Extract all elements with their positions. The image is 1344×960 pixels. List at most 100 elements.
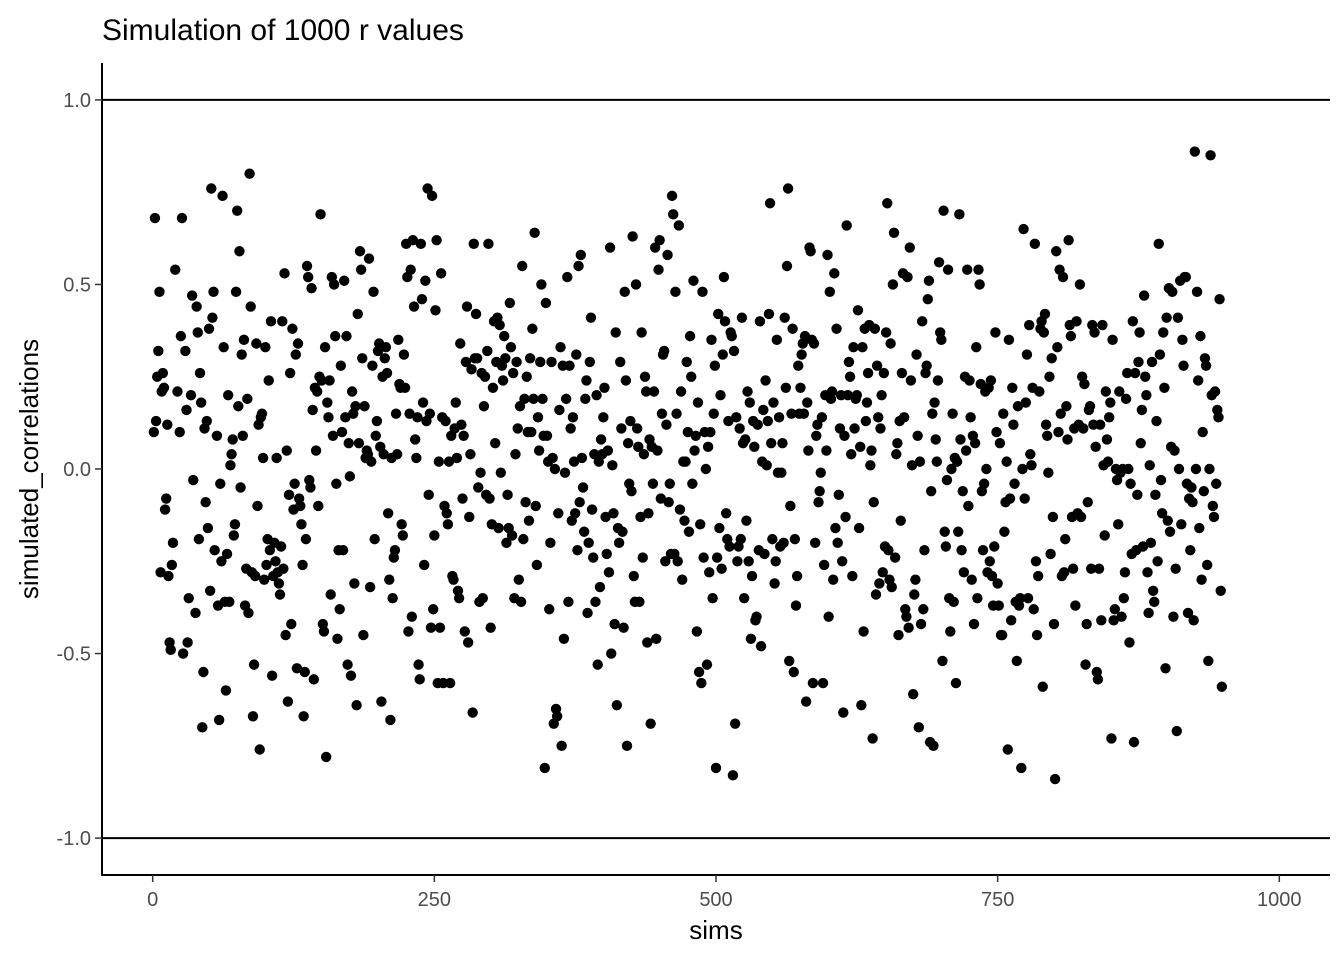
data-point: [334, 604, 345, 615]
data-point: [830, 522, 841, 534]
data-point: [313, 500, 324, 512]
data-point: [1017, 463, 1028, 475]
data-point: [1001, 456, 1012, 467]
data-point: [244, 168, 255, 179]
data-point: [827, 574, 839, 585]
data-point: [1004, 493, 1016, 504]
data-point: [743, 556, 754, 567]
data-point: [1200, 360, 1212, 371]
data-point: [873, 412, 884, 423]
data-point: [1082, 497, 1093, 508]
data-point: [524, 353, 536, 364]
data-point: [412, 412, 423, 423]
data-point: [150, 415, 162, 427]
data-point: [631, 423, 643, 434]
data-point: [403, 626, 414, 637]
data-point: [371, 415, 383, 427]
data-point: [519, 393, 530, 405]
data-point: [1125, 478, 1136, 489]
data-point: [1038, 327, 1050, 338]
data-point: [287, 323, 298, 334]
data-point: [1158, 327, 1169, 338]
data-point: [1168, 611, 1179, 622]
data-point: [932, 375, 944, 386]
data-point: [500, 353, 511, 364]
data-point: [1097, 319, 1108, 331]
data-point: [609, 618, 620, 630]
data-point: [1047, 511, 1059, 523]
data-point: [191, 301, 202, 312]
x-tick-label: 500: [699, 889, 732, 911]
data-point: [880, 327, 892, 338]
data-point: [681, 356, 692, 368]
data-point: [213, 714, 225, 726]
data-point: [297, 559, 308, 571]
data-point: [318, 626, 330, 637]
data-point: [785, 500, 796, 512]
data-point: [1195, 330, 1206, 342]
data-point: [1213, 412, 1224, 423]
data-point: [815, 467, 826, 478]
data-point: [752, 419, 763, 430]
data-point: [627, 231, 638, 242]
data-point: [796, 349, 807, 360]
data-point: [689, 445, 700, 456]
data-point: [568, 456, 580, 467]
data-point: [1204, 463, 1215, 475]
data-point: [408, 301, 420, 312]
data-point: [567, 412, 579, 423]
data-point: [336, 426, 348, 438]
data-point: [183, 592, 194, 604]
data-point: [165, 644, 176, 656]
data-point: [927, 408, 938, 419]
data-point: [705, 426, 716, 438]
data-point: [905, 375, 917, 386]
data-point: [925, 485, 937, 497]
data-point: [1178, 360, 1189, 371]
data-point: [1176, 519, 1187, 530]
data-point: [341, 330, 352, 342]
data-point: [862, 367, 874, 379]
data-point: [363, 253, 375, 264]
data-point: [866, 445, 877, 456]
data-point: [672, 556, 683, 567]
data-point: [1143, 607, 1154, 619]
data-point: [616, 423, 627, 434]
data-point: [483, 238, 494, 250]
data-point: [520, 497, 531, 508]
data-point: [692, 397, 704, 408]
data-point: [202, 522, 214, 534]
data-point: [158, 382, 170, 393]
data-point: [527, 323, 538, 334]
data-point: [947, 408, 958, 419]
data-point: [779, 312, 790, 323]
data-point: [664, 478, 676, 489]
data-point: [177, 648, 189, 659]
data-point: [679, 515, 690, 526]
data-point: [634, 596, 645, 608]
data-point: [829, 268, 840, 279]
data-point: [323, 412, 334, 423]
data-point: [945, 626, 956, 637]
data-point: [1062, 434, 1073, 445]
data-point: [444, 677, 456, 689]
data-point: [653, 264, 664, 275]
data-point: [602, 445, 614, 456]
data-point: [195, 397, 207, 408]
data-point: [296, 519, 307, 530]
data-point: [697, 286, 708, 298]
data-point: [459, 626, 470, 637]
data-point: [1065, 330, 1077, 342]
data-point: [675, 386, 687, 397]
y-tick-label: 0.0: [63, 459, 91, 481]
data-point: [233, 401, 244, 412]
data-point: [800, 696, 812, 707]
data-point: [1003, 334, 1015, 346]
data-point: [562, 271, 573, 283]
data-point: [382, 508, 394, 519]
data-point: [569, 508, 581, 519]
data-point: [236, 349, 247, 360]
data-point: [938, 205, 949, 216]
data-point: [760, 375, 771, 386]
data-point: [419, 559, 430, 571]
